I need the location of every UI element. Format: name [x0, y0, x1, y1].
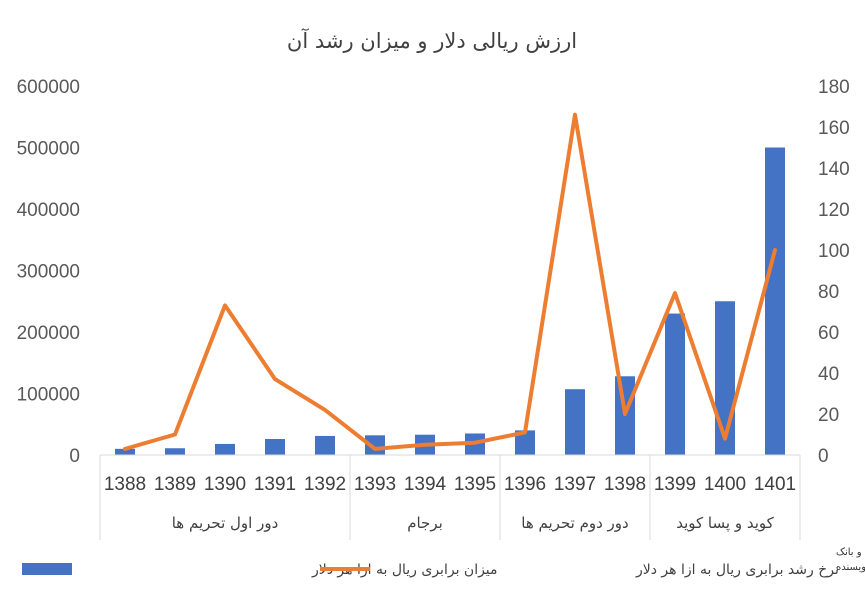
right-tick-label: 160 [818, 118, 850, 139]
right-tick-label: 120 [818, 200, 850, 221]
left-tick-label: 600000 [17, 77, 80, 98]
bar-1397 [565, 389, 585, 455]
group-label: دور دوم تحریم ها [521, 514, 628, 532]
bar-1396 [515, 430, 535, 455]
category-label: 1401 [754, 474, 796, 495]
category-label: 1391 [254, 474, 296, 495]
right-tick-label: 80 [818, 282, 839, 303]
source-note-line-2: مرکزی و محاسبات نویسنده [836, 562, 865, 573]
right-axis-ticks: 0 20 40 60 80 100 120 140 160 180 [818, 77, 850, 467]
left-tick-label: 0 [69, 446, 80, 467]
category-label: 1395 [454, 474, 496, 495]
category-label: 1400 [704, 474, 746, 495]
bar-1388 [115, 448, 135, 455]
left-tick-label: 400000 [17, 200, 80, 221]
bar-1401 [765, 147, 785, 455]
category-label: 1394 [404, 474, 447, 495]
left-tick-label: 100000 [17, 385, 80, 406]
category-label: 1390 [204, 474, 246, 495]
category-label: 1388 [104, 474, 146, 495]
group-label: کوید و پسا کوید [676, 514, 774, 533]
legend-label-bars: میزان برابری ریال به ازا هر دلار [311, 562, 498, 578]
left-tick-label: 200000 [17, 323, 80, 344]
right-tick-label: 100 [818, 241, 850, 262]
category-label: 1399 [654, 474, 696, 495]
category-label: 1397 [554, 474, 596, 495]
category-label: 1398 [604, 474, 646, 495]
right-tick-label: 140 [818, 159, 850, 180]
bar-1391 [265, 439, 285, 455]
chart-title: ارزش ریالی دلار و میزان رشد آن [287, 28, 577, 53]
bar-1389 [165, 448, 185, 455]
bar-1392 [315, 435, 335, 455]
bar-1390 [215, 443, 235, 455]
legend: میزان برابری ریال به ازا هر دلار نرخ رشد… [22, 562, 839, 578]
bar-series [115, 147, 785, 455]
category-label: 1396 [504, 474, 546, 495]
right-tick-label: 20 [818, 405, 839, 426]
legend-swatch-bars [22, 563, 72, 575]
source-note-line-1: منبع آمار: مرکز آمار ایران و بانک [836, 545, 865, 558]
right-tick-label: 40 [818, 364, 839, 385]
group-label: برجام [407, 514, 443, 532]
line-series [123, 112, 777, 451]
category-label: 1389 [154, 474, 196, 495]
left-tick-label: 500000 [17, 139, 80, 160]
category-label: 1392 [304, 474, 346, 495]
bar-1399 [665, 313, 685, 455]
right-tick-label: 60 [818, 323, 839, 344]
legend-label-line: نرخ رشد برابری ریال به ازا هر دلار [635, 562, 839, 578]
left-axis-ticks: 0 100000 200000 300000 400000 500000 600000 [17, 77, 80, 467]
category-axis: 1388 1389 1390 1391 1392 1393 1394 1395 1396 1397… [99, 454, 801, 540]
left-tick-label: 300000 [17, 262, 80, 283]
growth-line [123, 112, 777, 451]
group-label: دور اول تحریم ها [172, 514, 279, 532]
right-tick-label: 180 [818, 77, 850, 98]
category-label: 1393 [354, 474, 396, 495]
right-tick-label: 0 [818, 446, 829, 467]
